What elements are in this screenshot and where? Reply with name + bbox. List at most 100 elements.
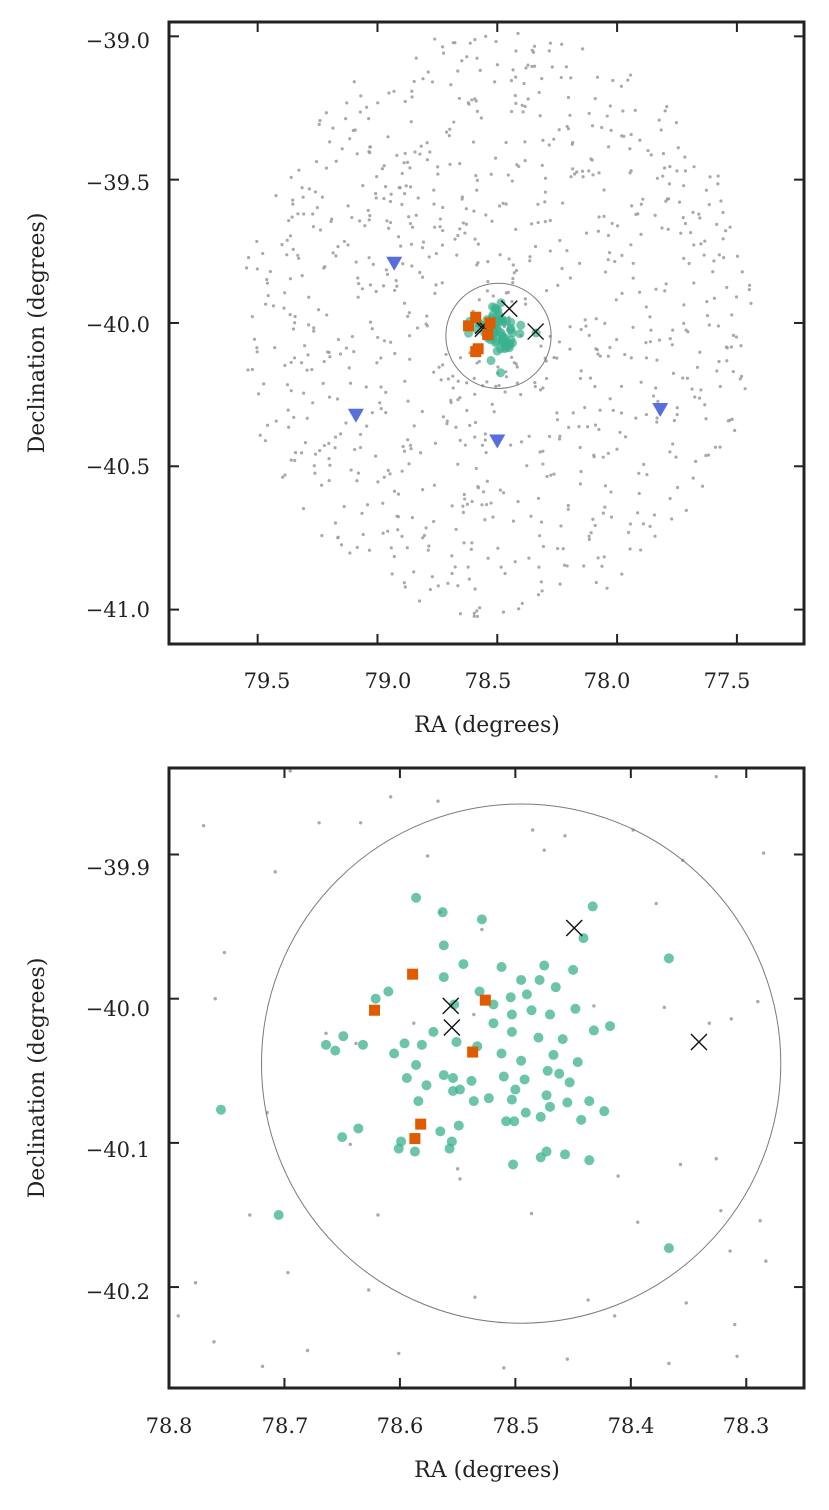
top-field-star [475,361,479,365]
top-field-star [560,266,564,271]
bottom-square-marker [409,1133,421,1145]
top-field-star [657,118,661,122]
bottom-square-marker [415,1118,427,1130]
top-field-star [608,104,612,108]
top-field-star [571,140,575,145]
bottom-member-point [576,1114,587,1125]
top-field-star [536,220,540,225]
top-field-star [388,199,393,204]
top-field-star [463,231,467,235]
top-field-star [428,150,432,154]
top-field-star [288,234,293,238]
top-field-star [469,547,473,551]
top-field-star [510,179,514,183]
bottom-member-point [572,1057,583,1068]
top-field-star [484,213,488,217]
top-field-star [424,322,428,326]
top-field-star [615,447,619,451]
bottom-member-point [584,1096,595,1107]
bottom-member-point [506,1009,517,1020]
top-field-star [655,176,660,180]
top-field-star [400,469,404,473]
bottom-member-point [393,1143,404,1154]
top-field-star [729,345,733,349]
top-field-star [320,195,325,199]
bottom-member-point [321,1039,332,1050]
bottom-field-star [376,1213,380,1217]
top-field-star [564,65,569,69]
bottom-member-point [337,1132,348,1143]
top-field-star [307,295,311,299]
top-field-star [749,301,753,306]
top-field-star [733,428,737,433]
top-field-star [432,188,436,192]
top-cross-marker [527,323,545,341]
top-field-star [399,244,403,248]
top-field-star [700,484,705,488]
top-field-star [685,376,690,380]
top-field-star [537,534,542,538]
top-member-point [501,316,511,326]
top-field-star [593,97,597,101]
top-field-star [620,572,624,576]
top-field-star [355,152,359,156]
top-field-star [566,507,570,511]
top-field-star [441,45,445,49]
top-field-star [704,188,708,192]
bottom-member-point [448,1073,459,1083]
top-field-star [711,270,715,274]
top-field-star [331,126,335,130]
bottom-member-point [605,1021,616,1032]
top-field-star [383,185,388,189]
top-field-star [510,300,514,304]
top-field-star [289,175,293,179]
top-field-star [392,554,396,559]
top-field-star [282,306,286,310]
top-field-star [609,490,613,494]
top-field-star [665,197,669,201]
top-field-star [712,296,716,300]
top-field-star [499,565,503,569]
bottom-member-point [519,1074,530,1085]
top-field-star [550,65,554,69]
top-field-star [644,356,649,360]
top-field-star [639,548,643,552]
top-field-star [323,265,327,269]
top-field-star [692,165,696,169]
top-field-star [605,586,609,590]
top-field-star [547,434,552,439]
top-field-star [571,411,575,415]
top-field-star [558,582,562,586]
top-field-star [511,263,515,267]
bottom-member-point [516,1055,527,1066]
bottom-field-star [592,1004,596,1008]
top-field-star [393,288,397,292]
top-field-star [503,390,507,394]
top-member-point [496,368,506,378]
top-field-star [286,408,290,412]
top-field-star [618,430,622,434]
top-field-star [537,90,541,95]
bottom-member-point [409,1146,420,1157]
top-field-star [311,212,315,216]
bottom-member-point [451,1036,462,1047]
top-field-star [578,482,583,486]
bottom-square-marker [407,968,419,980]
bottom-field-star [455,1167,460,1171]
top-field-star [444,130,449,134]
top-field-star [263,302,268,306]
top-field-star [582,564,586,568]
top-field-star [562,563,567,567]
bottom-field-star [193,1281,198,1285]
top-field-star [590,124,595,128]
top-field-star [297,256,301,260]
top-field-star [358,432,363,437]
bottom-field-star [436,799,440,803]
top-field-star [716,174,720,178]
top-field-star [571,167,575,171]
top-field-star [410,225,415,229]
top-field-star [606,145,611,149]
bottom-member-point [542,1065,553,1076]
bottom-member-point [416,1039,427,1050]
top-field-star [523,104,527,108]
